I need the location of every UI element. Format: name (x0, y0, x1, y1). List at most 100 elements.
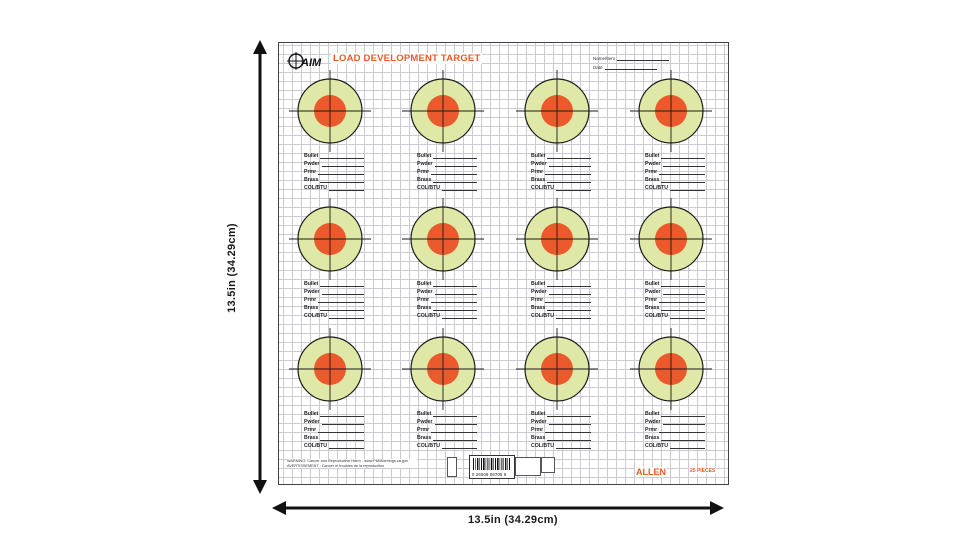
field-line (547, 282, 591, 288)
field-line (329, 444, 364, 450)
field-label: Brass (304, 177, 319, 184)
side-code-label (447, 457, 457, 477)
pieces-count: 25 PIECES (689, 468, 717, 474)
warning-text-fr: AVERTISSEMENT : Cancer et troubles de la… (287, 463, 385, 468)
field-line (320, 436, 364, 442)
field-row: Brass (531, 433, 591, 442)
warning-notice: WARNING: Cancer and Reproductive Harm - … (287, 459, 417, 469)
field-line (556, 314, 591, 320)
field-line (548, 420, 591, 426)
field-line (320, 306, 364, 312)
field-line (556, 444, 591, 450)
field-label: Bullet (531, 153, 546, 160)
field-label: Prmr (304, 169, 317, 176)
field-row: Pwder (645, 417, 705, 426)
field-line (670, 186, 705, 192)
load-data-fields: Bullet Pwder Prmr Brass COL/BTU (645, 409, 705, 450)
recycle-icon (541, 457, 555, 473)
field-label: Pwder (531, 419, 547, 426)
field-row: Bullet (417, 151, 477, 160)
field-line (662, 420, 705, 426)
field-line (318, 298, 364, 304)
field-row: Bullet (531, 279, 591, 288)
field-row: Bullet (417, 409, 477, 418)
load-data-fields: Bullet Pwder Prmr Brass COL/BTU (417, 151, 477, 192)
field-row: Pwder (531, 417, 591, 426)
field-label: Brass (645, 177, 660, 184)
field-label: Brass (645, 435, 660, 442)
field-line (434, 162, 477, 168)
field-label: Bullet (304, 411, 319, 418)
field-row: Prmr (417, 167, 477, 176)
barcode-bars (473, 458, 510, 470)
svg-text:AIM: AIM (300, 57, 322, 69)
target-circle (289, 328, 371, 410)
field-line (545, 428, 591, 434)
field-line (661, 436, 705, 442)
target-circle (516, 70, 598, 152)
field-row: Pwder (417, 287, 477, 296)
field-label: Prmr (531, 427, 544, 434)
field-label: Pwder (531, 161, 547, 168)
target-circle (402, 70, 484, 152)
field-label: COL/BTU (417, 313, 441, 320)
field-row: Prmr (417, 425, 477, 434)
field-line (433, 154, 477, 160)
field-line (547, 178, 591, 184)
field-row: Brass (645, 303, 705, 312)
field-row: COL/BTU (304, 183, 364, 192)
field-line (659, 428, 705, 434)
field-row: COL/BTU (645, 183, 705, 192)
field-label: COL/BTU (645, 443, 669, 450)
field-row: Prmr (304, 295, 364, 304)
field-label: Pwder (417, 161, 433, 168)
load-data-fields: Bullet Pwder Prmr Brass COL/BTU (304, 279, 364, 320)
field-label: COL/BTU (304, 185, 328, 192)
field-label: Brass (531, 305, 546, 312)
field-line (556, 186, 591, 192)
field-row: COL/BTU (417, 311, 477, 320)
field-line (320, 412, 364, 418)
field-line (433, 282, 477, 288)
field-line (433, 306, 477, 312)
load-data-fields: Bullet Pwder Prmr Brass COL/BTU (417, 279, 477, 320)
field-line (661, 282, 705, 288)
field-row: Prmr (645, 295, 705, 304)
field-label: Bullet (304, 153, 319, 160)
field-label: Prmr (531, 297, 544, 304)
field-row: Brass (645, 433, 705, 442)
field-line (320, 178, 364, 184)
field-row: Pwder (417, 159, 477, 168)
name-date-fields: Name/Item Date (593, 52, 670, 70)
field-label: Brass (531, 435, 546, 442)
width-dimension-label: 13.5in (34.29cm) (468, 514, 558, 526)
field-line (318, 428, 364, 434)
field-label: Prmr (645, 297, 658, 304)
field-line (318, 170, 364, 176)
target-circle (289, 198, 371, 280)
field-label: Bullet (645, 281, 660, 288)
load-data-fields: Bullet Pwder Prmr Brass COL/BTU (531, 279, 591, 320)
field-label: Pwder (645, 289, 661, 296)
field-label: Prmr (645, 427, 658, 434)
field-line (321, 290, 364, 296)
target-circle (516, 198, 598, 280)
target-circle (630, 70, 712, 152)
field-row: Bullet (531, 409, 591, 418)
field-label: COL/BTU (531, 443, 555, 450)
field-row: COL/BTU (645, 311, 705, 320)
field-row: Prmr (531, 295, 591, 304)
field-label: COL/BTU (304, 313, 328, 320)
field-row: Brass (531, 303, 591, 312)
field-label: COL/BTU (531, 185, 555, 192)
field-label: Bullet (531, 411, 546, 418)
field-row: Prmr (645, 425, 705, 434)
field-label: Bullet (417, 281, 432, 288)
field-row: Pwder (304, 159, 364, 168)
field-label: Brass (304, 435, 319, 442)
field-row: Bullet (304, 279, 364, 288)
load-data-fields: Bullet Pwder Prmr Brass COL/BTU (304, 151, 364, 192)
field-row: COL/BTU (645, 441, 705, 450)
field-line (547, 436, 591, 442)
field-row: Pwder (304, 287, 364, 296)
